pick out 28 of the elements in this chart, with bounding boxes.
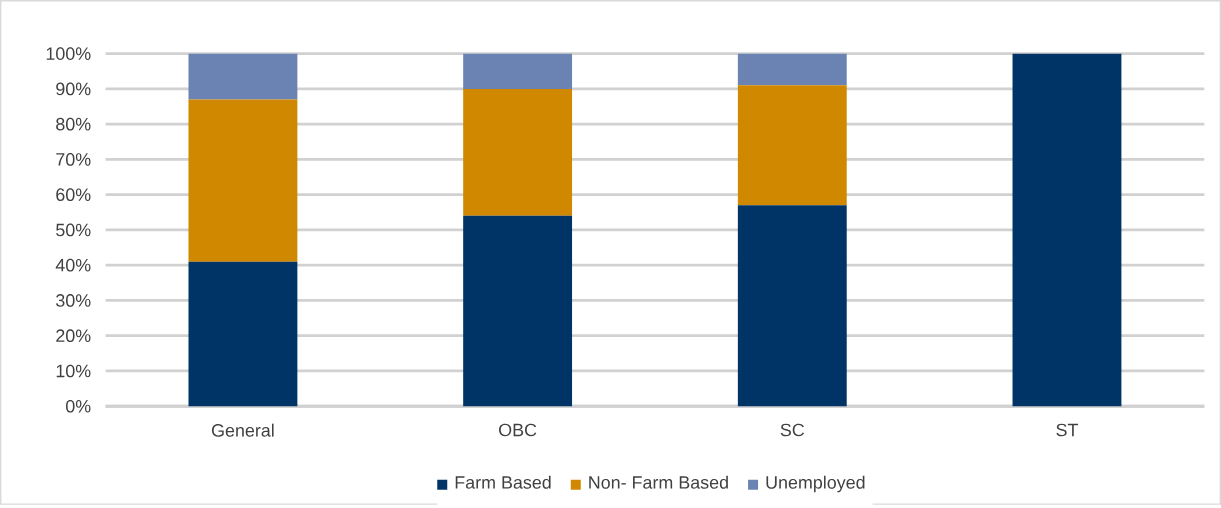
y-tick-label: 10% xyxy=(56,364,91,378)
x-tick-label: General xyxy=(211,423,274,437)
y-tick-label: 70% xyxy=(56,153,91,166)
y-tick-label: 30% xyxy=(56,294,91,307)
y-tick-label: 20% xyxy=(56,329,91,343)
y-tick-label: 0% xyxy=(66,399,91,413)
bar xyxy=(463,215,573,407)
y-tick-label: 60% xyxy=(56,188,91,202)
bar xyxy=(188,261,298,407)
bar xyxy=(737,85,847,206)
y-tick-label: 90% xyxy=(56,82,91,96)
bar xyxy=(737,205,847,407)
x-tick-label: ST xyxy=(1056,423,1078,437)
x-tick-label: SC xyxy=(780,423,805,437)
bar xyxy=(463,88,573,216)
bar xyxy=(188,53,298,100)
y-tick-label: 100% xyxy=(46,47,91,61)
legend-label: Farm Based xyxy=(455,475,551,489)
x-tick-label: OBC xyxy=(499,423,537,437)
legend-label: Unemployed xyxy=(766,475,865,493)
bar xyxy=(1012,53,1122,407)
bar xyxy=(188,99,298,262)
bar xyxy=(463,53,573,89)
y-tick-label: 80% xyxy=(56,117,91,131)
y-tick-label: 50% xyxy=(56,223,91,237)
bar xyxy=(737,53,847,86)
legend-label: Non- Farm Based xyxy=(589,475,728,489)
y-tick-label: 40% xyxy=(55,258,91,272)
